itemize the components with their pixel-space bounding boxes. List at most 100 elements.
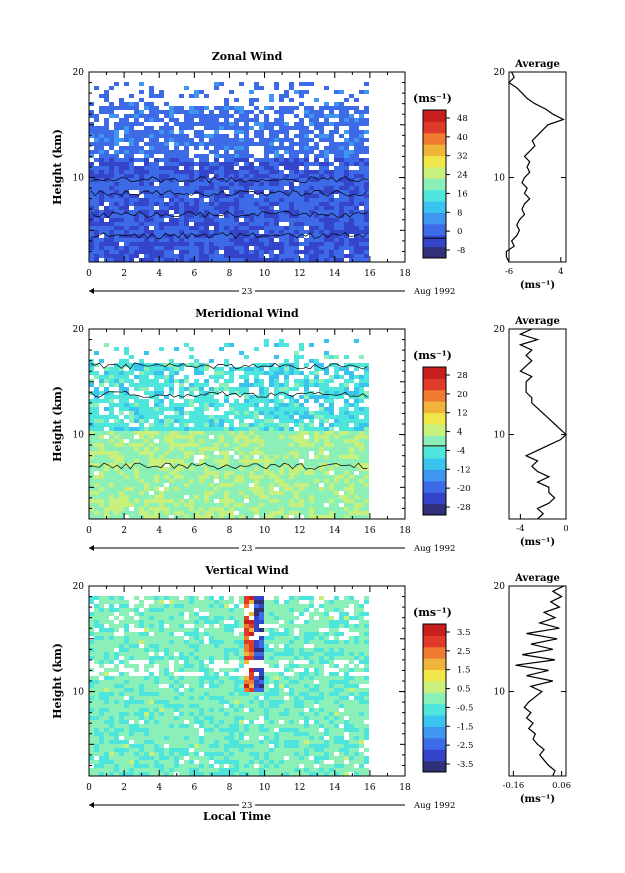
heat-cell: [294, 250, 299, 254]
heat-cell: [319, 254, 324, 258]
heat-cell: [109, 463, 114, 467]
heat-cell: [124, 246, 129, 250]
heat-cell: [184, 487, 189, 491]
heat-cell: [199, 210, 204, 214]
heat-cell: [239, 507, 244, 511]
heat-cell: [309, 499, 314, 503]
heat-cell: [184, 744, 189, 748]
heat-cell: [349, 391, 354, 395]
heat-cell: [309, 230, 314, 234]
heat-cell: [304, 126, 309, 130]
heat-cell: [144, 740, 149, 744]
heat-cell: [249, 471, 254, 475]
heat-cell: [194, 471, 199, 475]
heat-cell: [324, 415, 329, 419]
heat-cell: [329, 226, 334, 230]
heat-cell: [259, 447, 264, 451]
heat-cell: [329, 170, 334, 174]
heat-cell: [189, 190, 194, 194]
heat-cell: [99, 764, 104, 768]
heat-cell: [359, 491, 364, 495]
heat-cell: [114, 716, 119, 720]
heat-cell: [339, 756, 344, 760]
heat-cell: [159, 178, 164, 182]
heat-cell: [314, 495, 319, 499]
heat-cell: [174, 479, 179, 483]
heat-cell: [354, 138, 359, 142]
heat-cell: [239, 499, 244, 503]
heat-cell: [149, 720, 154, 724]
heat-cell: [194, 222, 199, 226]
heat-cell: [189, 347, 194, 351]
heat-cell: [189, 443, 194, 447]
heat-cell: [174, 455, 179, 459]
heat-cell: [354, 503, 359, 507]
heat-cell: [354, 254, 359, 258]
heat-cell: [304, 431, 309, 435]
heat-cell: [359, 391, 364, 395]
heat-cell: [274, 86, 279, 90]
colorbar-band: [423, 121, 446, 134]
heat-cell: [284, 411, 289, 415]
heat-cell: [314, 756, 319, 760]
heat-cell: [319, 427, 324, 431]
heat-cell: [194, 495, 199, 499]
heat-cell: [309, 250, 314, 254]
heat-cell: [279, 130, 284, 134]
heat-cell: [344, 515, 349, 519]
heat-cell: [249, 439, 254, 443]
heat-cell: [244, 202, 249, 206]
heat-cell: [204, 202, 209, 206]
heat-cell: [109, 483, 114, 487]
heat-cell: [114, 106, 119, 110]
heat-cell: [114, 166, 119, 170]
heat-cell: [109, 411, 114, 415]
heat-cell: [119, 507, 124, 511]
heat-cell: [124, 423, 129, 427]
heat-cell: [209, 242, 214, 246]
heat-cell: [179, 178, 184, 182]
heat-cell: [174, 142, 179, 146]
heat-cell: [339, 250, 344, 254]
heat-cell: [284, 122, 289, 126]
heat-cell: [324, 134, 329, 138]
heat-cell: [294, 230, 299, 234]
heat-cell: [324, 467, 329, 471]
heat-cell: [114, 447, 119, 451]
heat-cell: [159, 126, 164, 130]
heat-cell: [204, 455, 209, 459]
heat-cell: [109, 495, 114, 499]
heat-cell: [134, 772, 139, 776]
heat-cell: [284, 198, 289, 202]
heat-cell: [259, 250, 264, 254]
heat-cell: [239, 503, 244, 507]
heat-cell: [214, 748, 219, 752]
heat-cell: [99, 455, 104, 459]
heat-cell: [109, 198, 114, 202]
heat-cell: [154, 174, 159, 178]
heat-cell: [94, 170, 99, 174]
heat-cell: [234, 499, 239, 503]
heat-cell: [194, 359, 199, 363]
heat-cell: [284, 503, 289, 507]
heat-cell: [244, 110, 249, 114]
heat-cell: [179, 423, 184, 427]
heat-cell: [229, 443, 234, 447]
heat-cell: [299, 230, 304, 234]
heat-cell: [264, 162, 269, 166]
heat-cell: [179, 724, 184, 728]
heat-cell: [359, 387, 364, 391]
heat-cell: [114, 427, 119, 431]
heat-cell: [249, 234, 254, 238]
heat-cell: [329, 206, 334, 210]
heat-cell: [119, 387, 124, 391]
heat-cell: [249, 254, 254, 258]
colorbar-band: [423, 110, 446, 122]
heat-cell: [219, 210, 224, 214]
heat-cell: [359, 170, 364, 174]
heat-cell: [264, 764, 269, 768]
heat-cell: [94, 142, 99, 146]
heat-cell: [224, 178, 229, 182]
heat-cell: [134, 387, 139, 391]
heat-cell: [94, 174, 99, 178]
